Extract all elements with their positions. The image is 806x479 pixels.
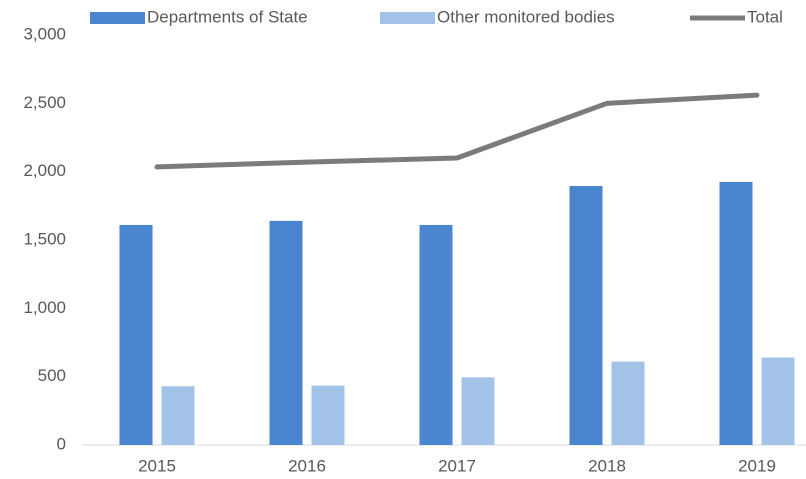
bar: [761, 357, 795, 445]
bar: [461, 377, 495, 445]
legend-label: Total: [747, 7, 783, 26]
x-tick-label: 2016: [288, 456, 326, 475]
legend-label: Other monitored bodies: [437, 7, 615, 26]
x-tick-label: 2019: [738, 456, 776, 475]
bar: [269, 220, 303, 445]
bar: [161, 386, 195, 445]
y-tick-label: 1,000: [23, 298, 66, 317]
bar: [311, 385, 345, 445]
total-line: [154, 92, 760, 170]
x-tick-label: 2017: [438, 456, 476, 475]
y-tick-label: 1,500: [23, 229, 66, 248]
bar: [719, 181, 753, 445]
x-tick-label: 2018: [588, 456, 626, 475]
y-tick-label: 500: [38, 366, 66, 385]
x-tick-label: 2015: [138, 456, 176, 475]
legend-swatch: [380, 12, 435, 24]
bar: [611, 361, 645, 445]
y-tick-label: 2,500: [23, 93, 66, 112]
legend-label: Departments of State: [147, 7, 308, 26]
y-tick-label: 2,000: [23, 161, 66, 180]
bar: [419, 224, 453, 445]
y-tick-label: 0: [57, 434, 66, 453]
bar: [119, 224, 153, 445]
y-tick-label: 3,000: [23, 24, 66, 43]
bar: [569, 186, 603, 445]
legend-swatch: [90, 12, 145, 24]
